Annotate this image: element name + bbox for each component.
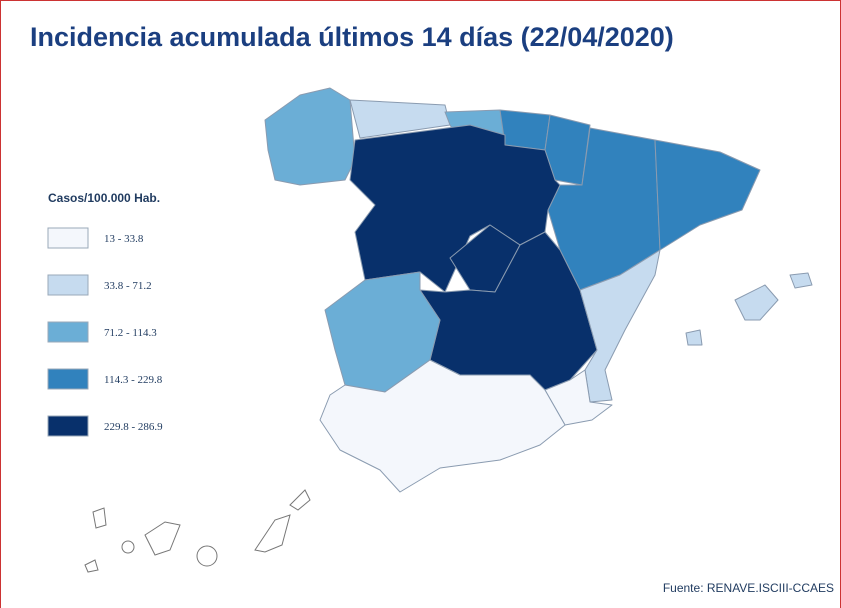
legend-swatch (47, 227, 89, 249)
legend-label: 229.8 - 286.9 (104, 421, 163, 433)
island (254, 514, 291, 553)
legend: Casos/100.000 Hab. 13 - 33.8 33.8 - 71.2 7… (47, 191, 163, 437)
island (289, 489, 311, 511)
legend-label: 13 - 33.8 (104, 233, 144, 245)
island (144, 521, 181, 556)
source: Fuente: RENAVE.ISCIII-CCAES (663, 581, 834, 595)
title: Incidencia acumulada últimos 14 días (22… (30, 22, 674, 52)
legend-swatch (47, 415, 89, 437)
region (789, 272, 813, 289)
spain-map (84, 87, 813, 573)
region (499, 109, 551, 151)
island (92, 507, 107, 529)
island (196, 545, 218, 567)
legend-title: Casos/100.000 Hab. (48, 191, 160, 205)
legend-swatch (47, 321, 89, 343)
region (734, 284, 779, 321)
legend-label: 71.2 - 114.3 (104, 327, 157, 339)
island (84, 559, 99, 573)
legend-swatch (47, 368, 89, 390)
region (319, 359, 566, 493)
region (685, 329, 703, 346)
region (544, 114, 591, 186)
legend-label: 33.8 - 71.2 (104, 280, 152, 292)
region (544, 369, 613, 426)
region (579, 249, 661, 403)
region (264, 87, 356, 186)
legend-label: 114.3 - 229.8 (104, 374, 163, 386)
island (121, 540, 135, 554)
legend-swatch (47, 274, 89, 296)
